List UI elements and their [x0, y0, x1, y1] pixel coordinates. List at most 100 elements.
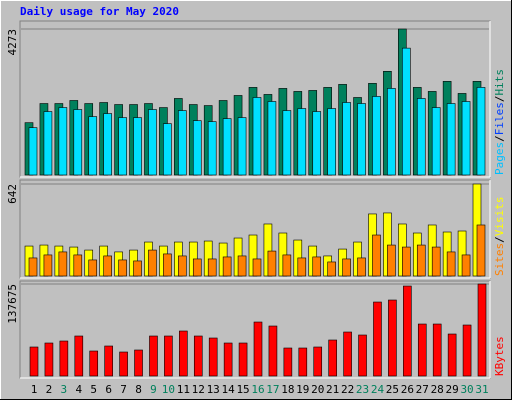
bar [253, 321, 263, 377]
bar [43, 254, 53, 277]
bar [44, 342, 54, 377]
x-tick-label: 29 [446, 383, 459, 396]
legend-entry: Hits [493, 69, 506, 96]
bar [179, 330, 188, 377]
bar [476, 224, 486, 277]
bar [238, 342, 248, 377]
bar [372, 234, 381, 277]
bar [223, 342, 233, 377]
bar [267, 101, 277, 176]
bar [268, 325, 278, 377]
legend: KBytes [493, 336, 506, 376]
x-tick-label: 12 [192, 383, 205, 396]
bar [133, 260, 142, 277]
x-tick-label: 3 [61, 383, 68, 396]
bar [357, 103, 366, 176]
x-tick-label: 31 [475, 383, 488, 396]
bar [461, 101, 471, 176]
bar [372, 96, 381, 176]
bar [343, 331, 352, 377]
x-tick-label: 11 [177, 383, 190, 396]
bar [207, 121, 217, 176]
bar [388, 299, 397, 377]
bar [312, 111, 322, 176]
bar [163, 123, 172, 176]
bar [297, 257, 307, 277]
x-tick-label: 18 [281, 383, 294, 396]
x-tick-label: 9 [150, 383, 157, 396]
bar [208, 337, 218, 377]
bar [431, 107, 441, 176]
legend-entry: Visits [493, 197, 506, 237]
legend-separator: / [493, 236, 506, 243]
legend-entry: Files [493, 102, 506, 135]
bar [358, 334, 367, 377]
bar [58, 251, 68, 277]
bar [476, 87, 486, 176]
x-tick-label: 24 [371, 383, 385, 396]
bar [416, 98, 426, 176]
bar [193, 335, 203, 377]
bar [387, 88, 396, 176]
bar [416, 244, 426, 277]
bar [342, 102, 351, 176]
bar [267, 250, 277, 277]
chart-title: Daily usage for May 2020 [20, 5, 179, 18]
bar [29, 346, 39, 377]
bar [417, 323, 427, 377]
bar [447, 333, 457, 377]
x-tick-label: 5 [90, 383, 97, 396]
bar [73, 254, 83, 277]
x-tick-label: 1 [31, 383, 38, 396]
x-tick-label: 6 [105, 383, 112, 396]
bar [58, 107, 68, 176]
bar [282, 254, 292, 277]
bar [387, 244, 396, 277]
x-tick-label: 15 [236, 383, 249, 396]
x-tick-label: 8 [135, 383, 142, 396]
x-tick-label: 19 [296, 383, 309, 396]
bar [133, 117, 142, 176]
bar [222, 118, 232, 176]
bar [104, 345, 113, 377]
bar [446, 103, 456, 176]
bar [403, 285, 412, 377]
bar [59, 340, 69, 377]
bar [103, 113, 112, 176]
bar [357, 257, 366, 277]
bar [89, 350, 99, 377]
legend-entry: Pages [493, 142, 506, 175]
bar [298, 347, 308, 377]
bar [461, 254, 471, 277]
bar [252, 97, 262, 176]
bar [328, 339, 337, 377]
bar [477, 283, 487, 377]
x-tick-label: 14 [222, 383, 236, 396]
bar [462, 324, 472, 377]
bar [103, 255, 112, 277]
bar [178, 255, 187, 277]
bar [373, 301, 382, 377]
x-tick-label: 30 [460, 383, 473, 396]
bar [43, 111, 53, 176]
legend-separator: / [493, 135, 506, 142]
bar [432, 323, 442, 377]
bar [342, 258, 351, 277]
legend-entry: Sites [493, 243, 506, 276]
bar [149, 335, 158, 377]
x-tick-label: 16 [251, 383, 264, 396]
bar [88, 116, 98, 176]
bar [163, 253, 172, 277]
bar [222, 256, 232, 277]
y-tick-label: 642 [6, 184, 19, 204]
bar [431, 246, 441, 277]
bar [134, 349, 143, 377]
bar [402, 246, 411, 277]
x-tick-label: 2 [46, 383, 53, 396]
x-tick-label: 17 [266, 383, 279, 396]
bar [283, 347, 293, 377]
legend-entry: KBytes [493, 336, 506, 376]
x-tick-label: 28 [431, 383, 444, 396]
bar [118, 117, 127, 176]
legend: Pages/Files/Hits [493, 69, 506, 175]
